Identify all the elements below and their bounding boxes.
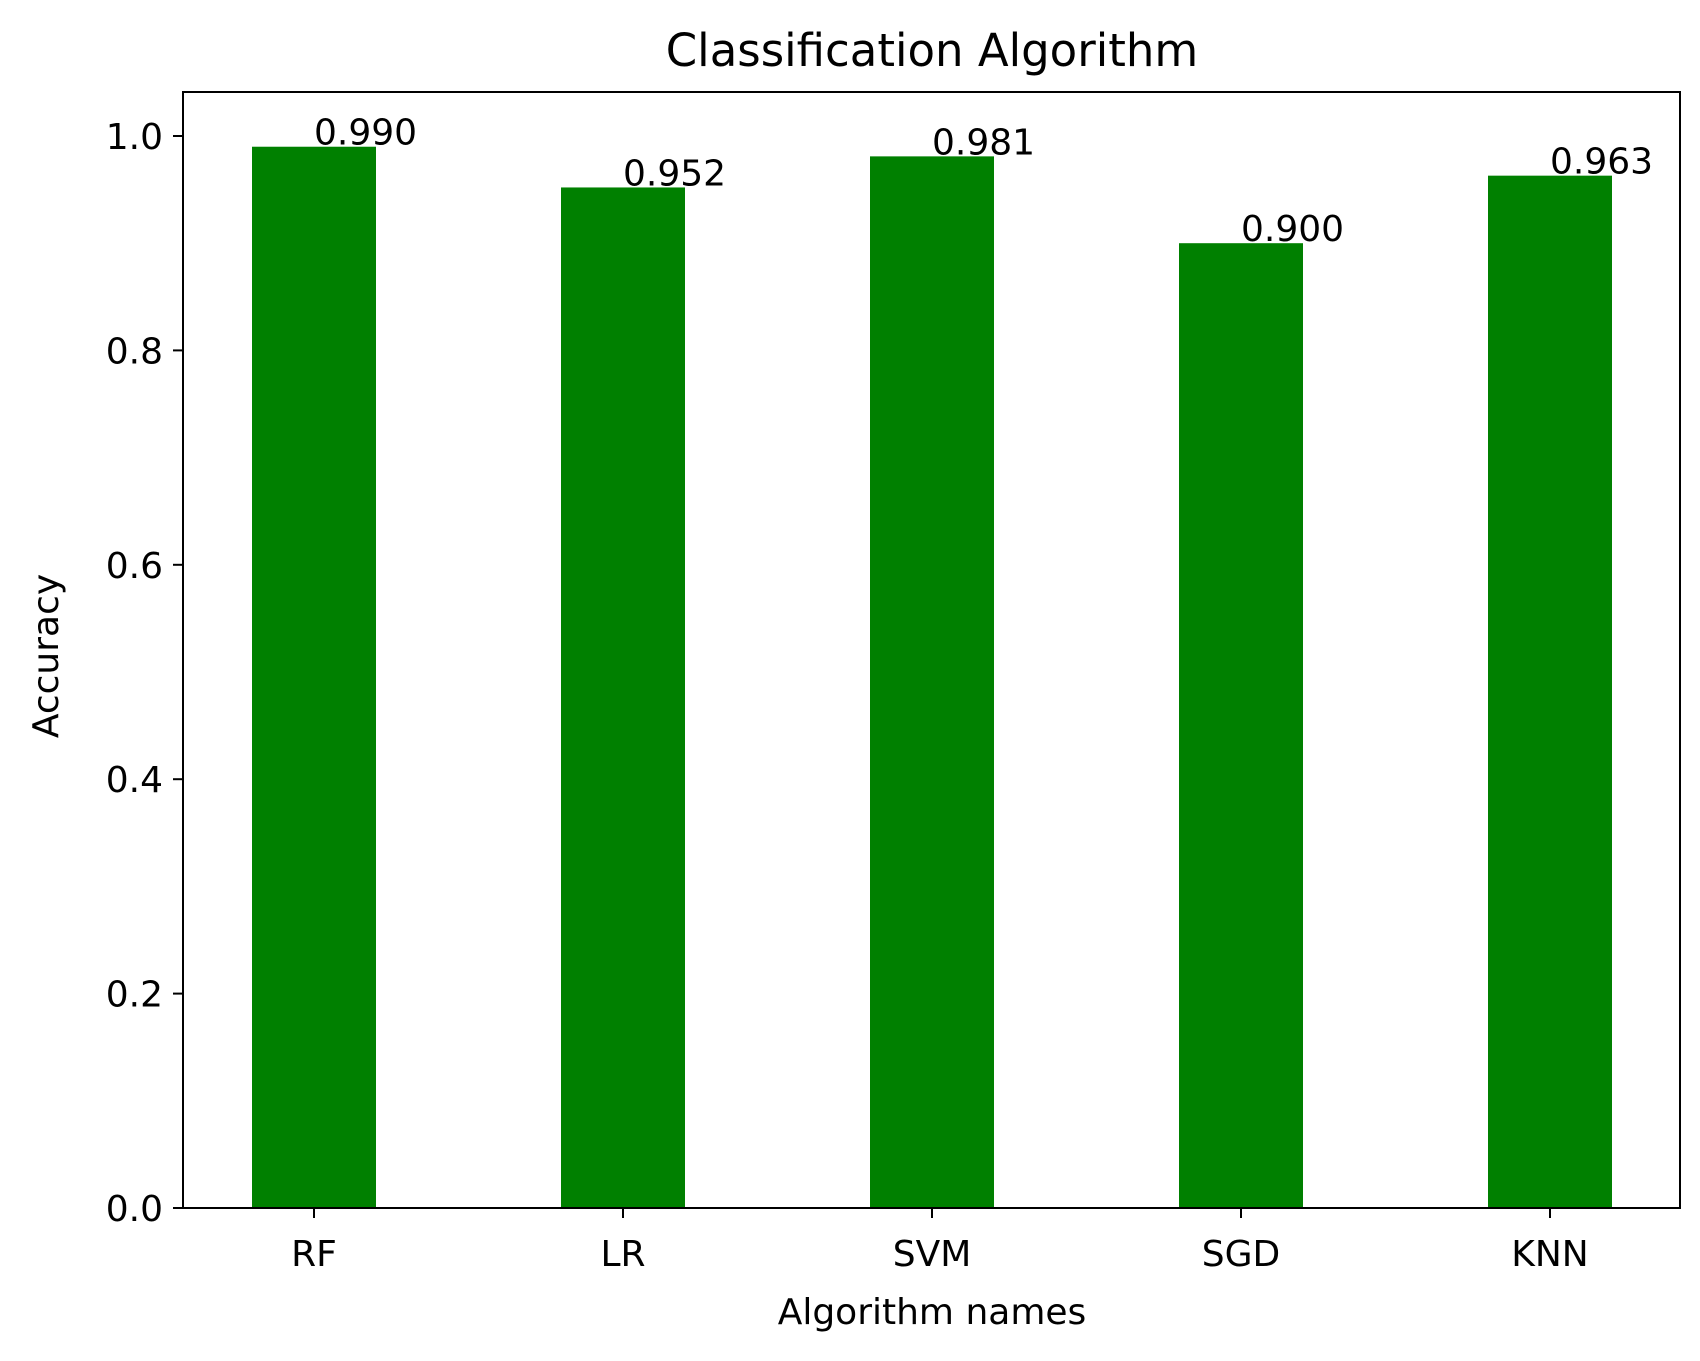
x-tick-label-knn: KNN [1511, 1234, 1588, 1275]
value-label-rf: 0.990 [314, 113, 417, 154]
y-tick-label-1: 0.2 [106, 975, 163, 1016]
value-label-knn: 0.963 [1550, 142, 1653, 183]
value-label-sgd: 0.900 [1241, 209, 1344, 250]
bar-lr [561, 187, 685, 1208]
y-tick-label-2: 0.4 [106, 760, 163, 801]
value-label-lr: 0.952 [623, 153, 726, 194]
x-tick-label-sgd: SGD [1202, 1234, 1280, 1275]
bar-knn [1488, 175, 1612, 1208]
y-tick-label-4: 0.8 [106, 331, 163, 372]
x-tick-label-rf: RF [291, 1234, 337, 1275]
x-tick-label-lr: LR [600, 1234, 645, 1275]
bars-layer: 0.990 0.952 0.981 0.900 0.963 [252, 113, 1653, 1209]
value-label-svm: 0.981 [932, 122, 1035, 163]
axes-layer: RF LR SVM SGD KNN 0.0 0.2 0.4 0.6 0.8 1.0 [106, 91, 1681, 1275]
bar-sgd [1179, 243, 1303, 1208]
y-tick-label-0: 0.0 [106, 1189, 163, 1230]
x-tick-label-svm: SVM [893, 1234, 972, 1275]
bar-svm [870, 156, 994, 1208]
y-axis-label: Accuracy [26, 574, 67, 738]
bar-rf [252, 146, 376, 1209]
x-axis-label: Algorithm names [778, 1292, 1087, 1333]
plot-frame [182, 91, 1681, 1209]
y-tick-label-5: 1.0 [106, 117, 163, 158]
chart-title: Classification Algorithm [666, 24, 1198, 77]
y-tick-label-3: 0.6 [106, 546, 163, 587]
